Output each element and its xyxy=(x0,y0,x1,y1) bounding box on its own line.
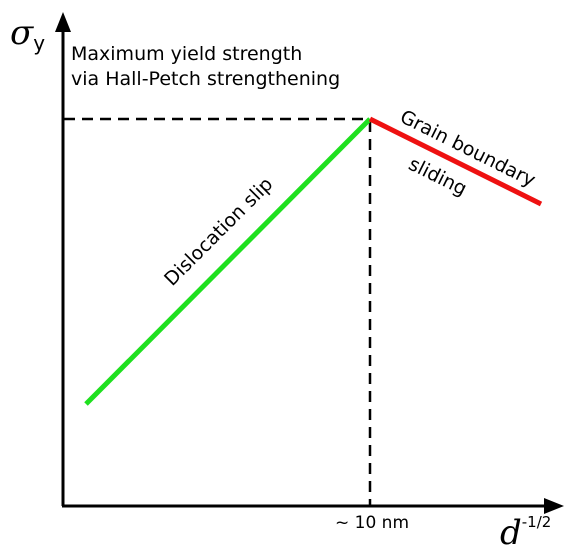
x-axis-superscript: -1/2 xyxy=(522,513,552,531)
x-axis-symbol: d xyxy=(500,513,522,547)
grain-boundary-label-line2: sliding xyxy=(405,153,470,200)
y-axis-arrowhead xyxy=(55,12,71,32)
x-axis-arrowhead xyxy=(544,498,564,514)
x-axis-label: d-1/2 xyxy=(500,513,551,547)
dislocation-slip-line xyxy=(84,117,372,406)
x-tick-label: ~ 10 nm xyxy=(335,513,409,533)
y-axis-label: σy xyxy=(10,13,45,55)
peak-annotation-line1: Maximum yield strength xyxy=(71,43,302,65)
axes xyxy=(55,12,564,514)
y-axis-subscript: y xyxy=(33,31,45,55)
y-axis-symbol: σ xyxy=(10,13,34,53)
peak-annotation-line2: via Hall-Petch strengthening xyxy=(71,68,340,90)
grain-boundary-sliding-line xyxy=(368,116,543,207)
